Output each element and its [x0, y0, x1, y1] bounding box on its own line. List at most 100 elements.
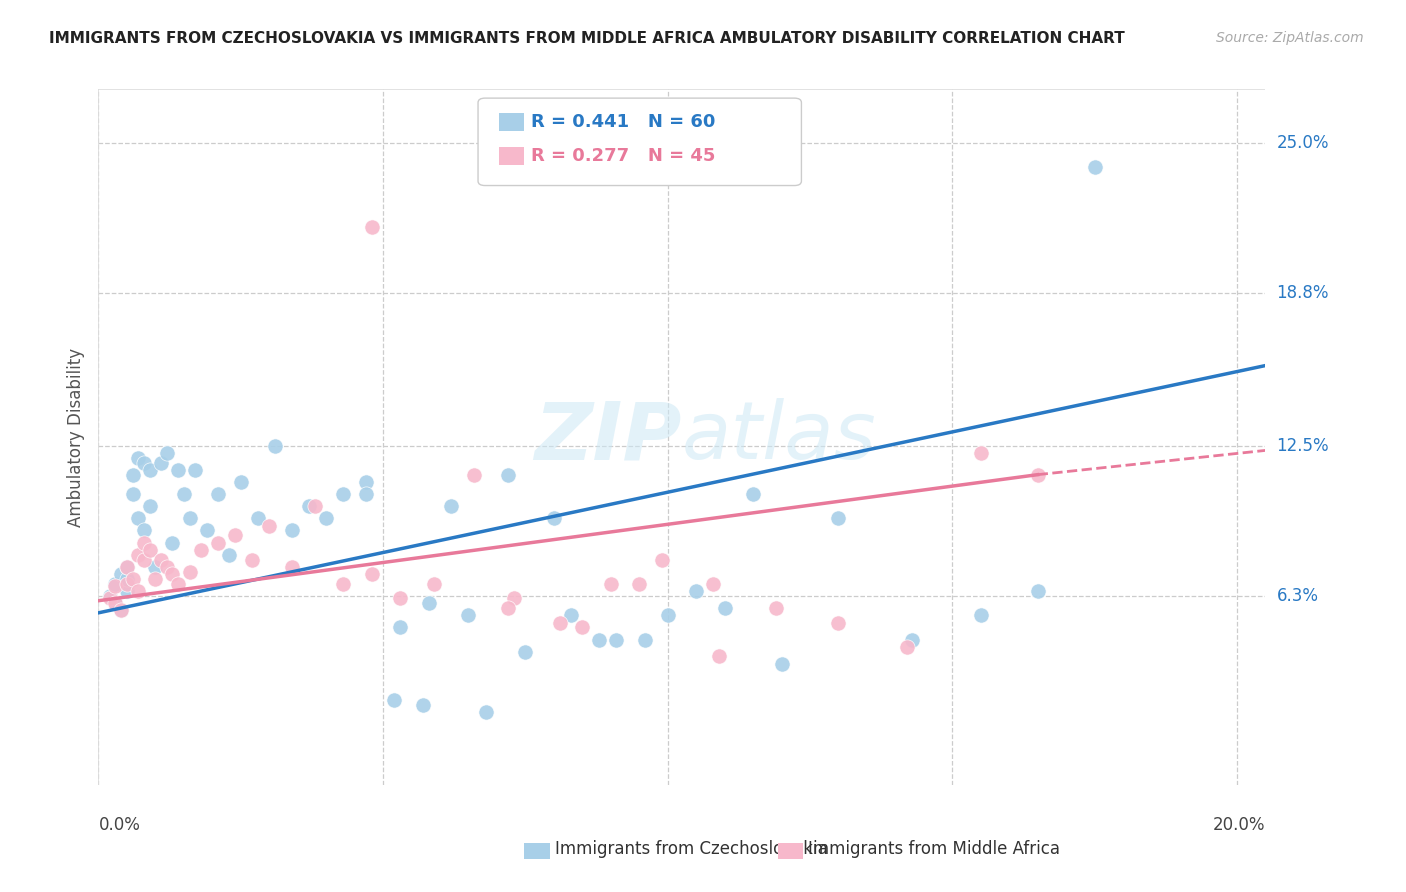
Point [315, 511, 337, 525]
Point [515, 645, 537, 659]
Point [765, 601, 787, 615]
Point [162, 567, 184, 582]
Point [418, 596, 440, 610]
Point [571, 620, 593, 634]
Point [184, 463, 207, 477]
Point [298, 499, 321, 513]
Point [190, 542, 212, 557]
Text: Immigrants from Middle Africa: Immigrants from Middle Africa [808, 840, 1060, 858]
Point [588, 632, 610, 647]
Point [121, 572, 143, 586]
Text: 12.5%: 12.5% [1277, 436, 1329, 455]
Point [707, 649, 730, 664]
Point [560, 608, 582, 623]
Point [167, 463, 190, 477]
Point [138, 542, 160, 557]
Point [127, 511, 149, 525]
Point [115, 576, 138, 591]
Point [121, 487, 143, 501]
Point [132, 456, 155, 470]
Point [127, 450, 149, 465]
Point [384, 693, 406, 707]
Point [162, 535, 184, 549]
Point [702, 576, 724, 591]
Point [503, 591, 526, 606]
Point [229, 475, 252, 489]
Point [827, 615, 849, 630]
Point [360, 567, 382, 582]
Point [132, 535, 155, 549]
Point [896, 640, 918, 654]
Point [218, 548, 240, 562]
Point [264, 439, 287, 453]
Point [143, 572, 166, 586]
Point [246, 511, 269, 525]
Point [132, 524, 155, 538]
Point [548, 615, 571, 630]
Point [257, 518, 280, 533]
Point [150, 456, 173, 470]
Point [457, 608, 479, 623]
Point [150, 552, 173, 566]
Point [412, 698, 434, 712]
Point [156, 559, 179, 574]
Point [423, 576, 446, 591]
Point [143, 559, 166, 574]
Point [110, 603, 132, 617]
Point [281, 524, 304, 538]
Point [498, 467, 520, 482]
Point [354, 475, 377, 489]
Text: R = 0.277   N = 45: R = 0.277 N = 45 [531, 147, 716, 165]
Point [173, 487, 195, 501]
Point [110, 567, 132, 582]
Text: 25.0%: 25.0% [1277, 134, 1329, 152]
Text: Immigrants from Czechoslovakia: Immigrants from Czechoslovakia [555, 840, 828, 858]
Point [207, 535, 229, 549]
Text: ZIP: ZIP [534, 398, 682, 476]
Point [281, 559, 304, 574]
Point [599, 576, 621, 591]
Point [195, 524, 218, 538]
Point [970, 446, 993, 460]
Point [104, 596, 127, 610]
Point [628, 576, 651, 591]
Text: Source: ZipAtlas.com: Source: ZipAtlas.com [1216, 31, 1364, 45]
Point [742, 487, 765, 501]
Point [104, 576, 127, 591]
Text: R = 0.441   N = 60: R = 0.441 N = 60 [531, 113, 716, 131]
Text: 18.8%: 18.8% [1277, 284, 1329, 301]
Point [1026, 467, 1049, 482]
Point [605, 632, 627, 647]
Point [498, 601, 520, 615]
Point [1026, 584, 1049, 599]
Text: 6.3%: 6.3% [1277, 587, 1319, 605]
Point [110, 603, 132, 617]
Point [115, 584, 138, 599]
Point [138, 499, 160, 513]
Point [970, 608, 993, 623]
Point [713, 601, 735, 615]
Point [389, 591, 412, 606]
Point [543, 511, 565, 525]
Point [132, 552, 155, 566]
Point [240, 552, 263, 566]
Point [770, 657, 793, 671]
Point [98, 591, 121, 606]
Y-axis label: Ambulatory Disability: Ambulatory Disability [66, 348, 84, 526]
Point [104, 579, 127, 593]
Point [360, 220, 382, 235]
Point [156, 446, 179, 460]
Point [827, 511, 849, 525]
Point [440, 499, 463, 513]
Point [121, 467, 143, 482]
Point [685, 584, 707, 599]
Point [179, 511, 201, 525]
Point [167, 576, 190, 591]
Point [179, 565, 201, 579]
Point [98, 589, 121, 603]
Point [463, 467, 485, 482]
Point [389, 620, 412, 634]
Point [332, 487, 354, 501]
Text: 20.0%: 20.0% [1213, 815, 1265, 833]
Point [304, 499, 326, 513]
